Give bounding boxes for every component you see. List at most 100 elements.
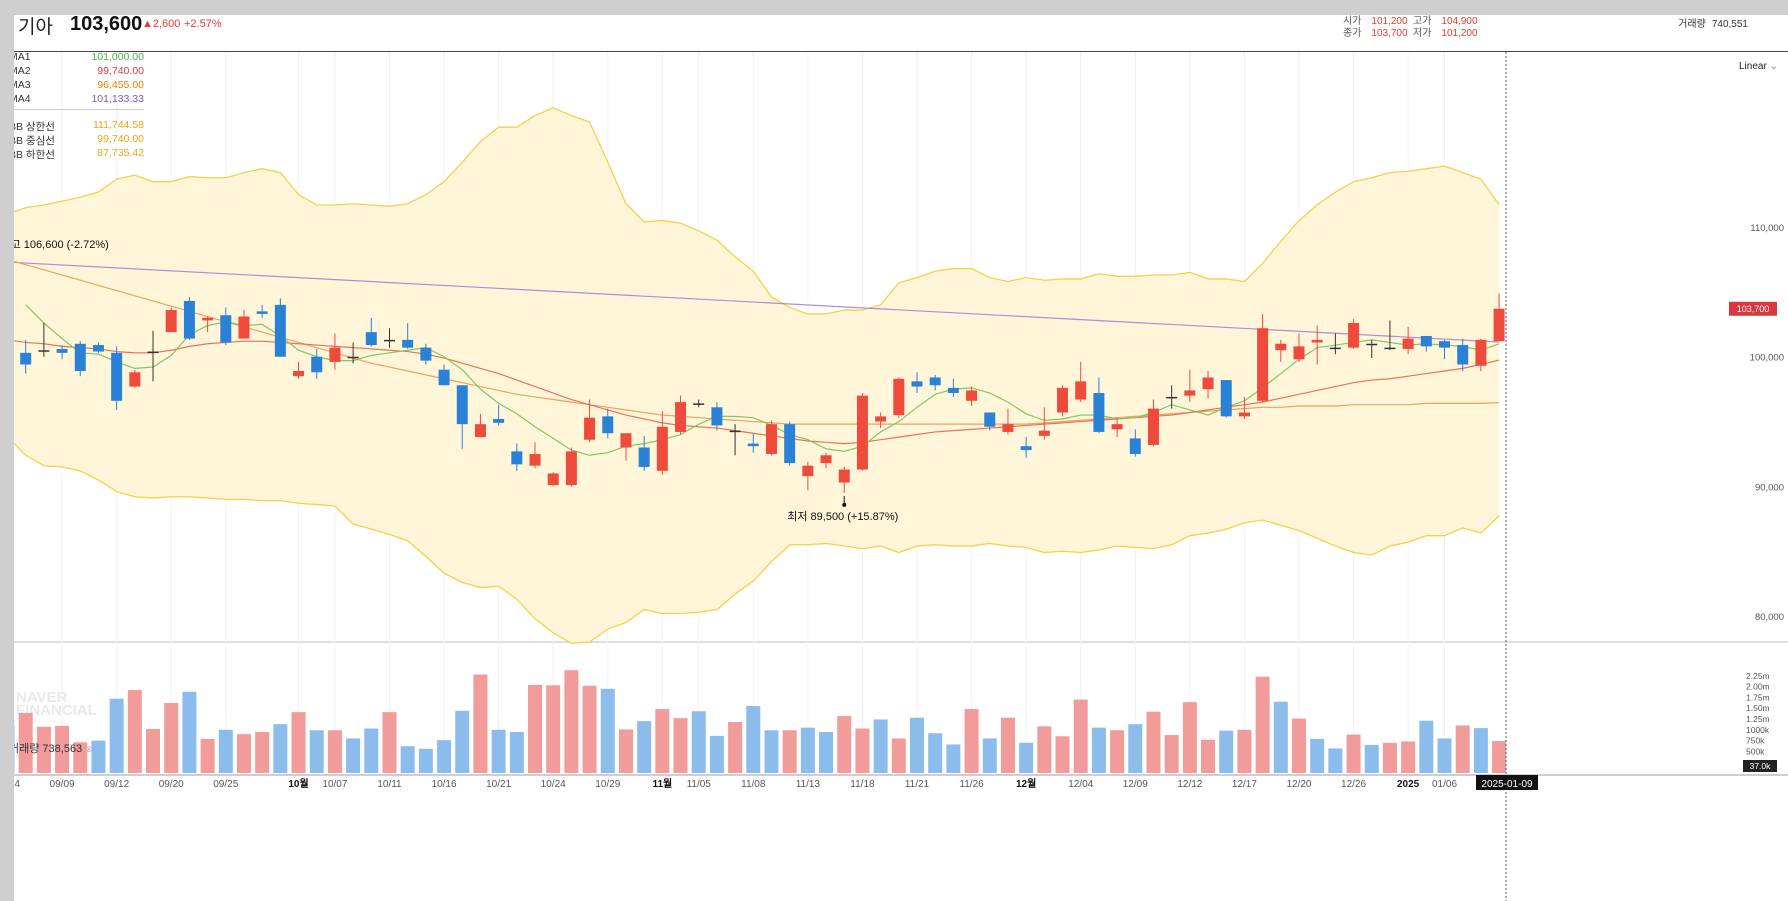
ohlc-high-label: 고가 <box>1413 16 1432 27</box>
candle-body <box>1057 387 1069 413</box>
candle <box>1075 361 1087 403</box>
candle <box>547 472 559 487</box>
candle <box>1002 408 1014 435</box>
volume-tick-label: 1.75m <box>1746 692 1770 702</box>
candle <box>784 421 796 466</box>
legend-bb-upper-value: 111,744.58 <box>93 119 144 131</box>
candle-body <box>1384 347 1396 350</box>
candle-body <box>1275 343 1287 351</box>
close-icon[interactable]: ⊗ <box>85 744 93 754</box>
candle-body <box>1020 446 1032 451</box>
ma4-line <box>14 261 1500 343</box>
legend-ma2-label: MA2 <box>14 65 31 77</box>
legend-ma1-label: MA1 <box>14 51 31 63</box>
volume-bar <box>1019 742 1034 773</box>
watermark-line-2: FINANCIAL <box>16 702 97 719</box>
volume-bar <box>564 670 579 773</box>
scale-dropdown[interactable]: Linear ⌄ <box>1739 61 1778 72</box>
x-tick-label: 10/21 <box>486 779 511 790</box>
volume-bar <box>18 712 33 773</box>
candle-body <box>1348 323 1360 348</box>
high-annotation: 최고 106,600 (-2.72%) <box>14 238 109 251</box>
volume-tick-label: 1000k <box>1746 725 1770 735</box>
volume-bar <box>473 674 488 773</box>
candle-body <box>256 311 268 314</box>
volume-bar <box>455 710 470 773</box>
candle-body <box>875 416 887 422</box>
candle-body <box>147 351 159 354</box>
candle <box>220 307 232 346</box>
volume-bar <box>364 728 379 773</box>
volume-bar <box>600 688 615 773</box>
ohlc-close-label: 종가 <box>1343 28 1362 39</box>
y-tick-label: 100,000 <box>1750 353 1784 364</box>
candle <box>984 412 996 431</box>
candle-body <box>1475 339 1487 366</box>
candle-body <box>984 412 996 427</box>
candle <box>1311 325 1323 365</box>
ma3-line <box>14 260 1500 425</box>
volume-bar <box>14 725 15 773</box>
candle-body <box>1329 347 1341 350</box>
candle <box>111 346 123 410</box>
candle-body <box>1093 393 1105 432</box>
candle <box>383 328 395 348</box>
x-tick-label: 09/20 <box>159 779 184 790</box>
candle-body <box>329 347 341 362</box>
candle-body <box>456 385 468 425</box>
legend-bb-lower-value: 87,735.42 <box>97 147 144 159</box>
volume-bar <box>691 711 706 773</box>
ohlc-open-value: 101,200 <box>1371 16 1408 27</box>
candle <box>1129 429 1141 457</box>
candle-body <box>820 455 832 464</box>
chart-canvas[interactable]: 최고 106,600 (-2.72%) 최저 89,500 (+15.87%) 11… <box>14 15 1788 901</box>
volume-panel-title-text: 거래량 738,563 <box>14 743 83 755</box>
legend-divider <box>14 109 144 110</box>
volume-bar <box>91 740 106 773</box>
candle <box>565 447 577 487</box>
candle-body <box>1293 346 1305 360</box>
ohlc-high: 고가 104,900 <box>1413 15 1478 27</box>
volume-bar <box>509 731 524 773</box>
candle-body <box>1439 341 1451 348</box>
stock-name: 기아 <box>18 17 53 38</box>
candle <box>1184 369 1196 403</box>
volume-bar <box>855 728 870 773</box>
y-tick-label: 90,000 <box>1755 482 1784 493</box>
candle <box>38 323 50 357</box>
x-tick-label: 09/25 <box>213 779 238 790</box>
volume-bar <box>55 725 70 773</box>
candle-body <box>202 317 214 321</box>
candle <box>529 442 541 469</box>
ohlc-open: 시가 101,200 <box>1343 15 1408 27</box>
volume-bar <box>709 735 724 773</box>
volume-bar <box>1091 727 1106 773</box>
volume-bar <box>273 724 288 773</box>
candle-body <box>1111 424 1123 430</box>
x-tick-label: 10/24 <box>541 779 566 790</box>
candle <box>56 345 68 360</box>
candle <box>1057 385 1069 417</box>
volume-bar <box>218 729 233 773</box>
volume-bar <box>982 738 997 773</box>
last-date-label: 2025-01-09 <box>1481 779 1533 790</box>
last-price-label: 103,700 <box>1737 304 1770 314</box>
volume-bar <box>1182 702 1197 773</box>
candle-body <box>1166 396 1178 399</box>
candle-body <box>784 424 796 464</box>
legend-ma2-value: 99,740.00 <box>97 65 144 77</box>
volume-tick-label: 500k <box>1746 746 1765 756</box>
volume-bar <box>582 685 597 773</box>
volume-panel-title: 거래량 738,563 ⊗ <box>14 740 93 756</box>
x-tick-label: 09/09 <box>50 779 75 790</box>
low-annotation: 최저 89,500 (+15.87%) <box>787 510 898 523</box>
candle-body <box>1457 345 1469 365</box>
candle-body <box>620 433 632 448</box>
candle-body <box>1402 338 1414 349</box>
volume-bar <box>36 726 51 773</box>
candle <box>802 461 814 491</box>
candle-body <box>602 416 614 434</box>
candle <box>183 297 195 340</box>
candle <box>947 378 959 397</box>
candle <box>711 402 723 431</box>
